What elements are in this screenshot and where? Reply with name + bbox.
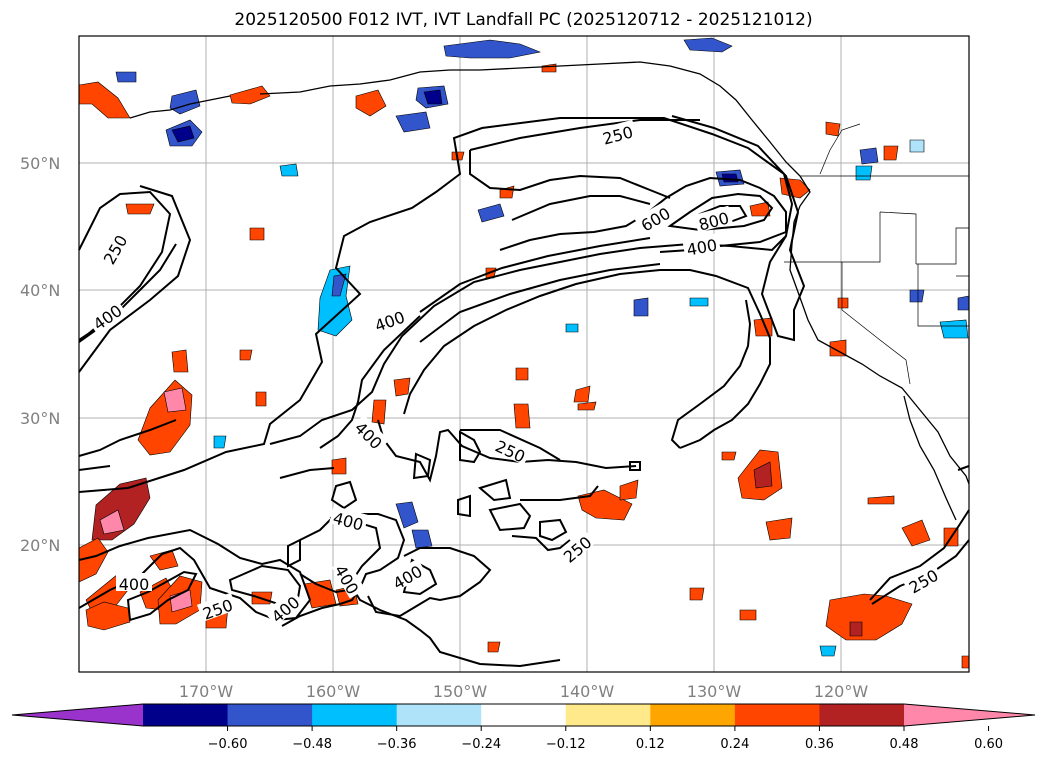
colorbar-tick-label: 0.12 [636,737,665,752]
coastlines [129,61,970,521]
contour-label-bg [634,200,675,235]
colorbar-tick-label: −0.48 [292,737,332,752]
lon-label-170w: 170°W [179,682,234,701]
political-borders [784,123,969,385]
colorbar-extend-low [12,704,143,726]
colorbar: −0.60 −0.48 −0.36 −0.24 −0.12 0.12 0.24 0.36 0.4… [11,703,1036,752]
contour-label-bg [116,573,152,591]
contour-label-bg [682,233,721,258]
colorbar-segment [819,704,905,726]
contour-label-bg [196,592,237,622]
colorbar-tick-label: 0.36 [805,737,834,752]
colorbar-segment [734,704,820,726]
negative-correlation-shading [115,37,970,657]
contour-label-bg [386,558,427,593]
contour-label-bg [693,205,733,233]
colorbar-outline [11,703,1036,727]
contour-label-bg [86,297,127,334]
lon-label-130w: 130°W [687,682,742,701]
contour-label-bg [902,562,943,597]
colorbar-segment [565,704,651,726]
ivt-contours [78,115,970,668]
contour-label-bg [264,589,304,627]
contour-label-bg [491,433,532,466]
lon-label-150w: 150°W [433,682,488,701]
colorbar-segment [227,704,313,726]
lon-label-120w: 120°W [814,682,869,701]
longitude-labels: 170°W 160°W 150°W 140°W 130°W 120°W [179,682,869,701]
colorbar-tick-label: 0.24 [720,737,749,752]
colorbar-tick-label: 0.48 [890,737,919,752]
colorbar-segment [312,704,398,726]
colorbar-segment [143,704,229,726]
latitude-labels: 50°N 40°N 30°N 20°N [20,154,60,555]
contour-label-bg [368,304,409,334]
colorbar-segment [481,704,567,726]
contour-label-bg [96,228,131,269]
lat-label-30n: 30°N [20,409,60,428]
colorbar-segment [396,704,482,726]
colorbar-tick-label: −0.36 [377,737,417,752]
contour-label: 400 [119,575,150,594]
lon-label-160w: 160°W [306,682,361,701]
contour-label-bg [351,414,390,453]
colorbar-tick-label: −0.60 [208,737,248,752]
map-gridlines [79,36,969,672]
contour-label-bg [331,558,366,599]
contour-label-bg [556,529,596,567]
contour-label-bg [597,119,637,147]
colorbar-tick-label: −0.24 [461,737,501,752]
lat-label-50n: 50°N [20,154,60,173]
lat-label-20n: 20°N [20,536,60,555]
colorbar-tick-label: −0.12 [546,737,586,752]
lon-label-140w: 140°W [560,682,615,701]
colorbar-extend-high [904,704,1035,726]
colorbar-segment [650,704,736,726]
positive-correlation-shading [78,63,970,669]
contour-label-bg [329,505,369,533]
lat-label-40n: 40°N [20,281,60,300]
map-title: 2025120500 F012 IVT, IVT Landfall PC (20… [234,10,813,30]
colorbar-tick-label: 0.60 [974,737,1003,752]
